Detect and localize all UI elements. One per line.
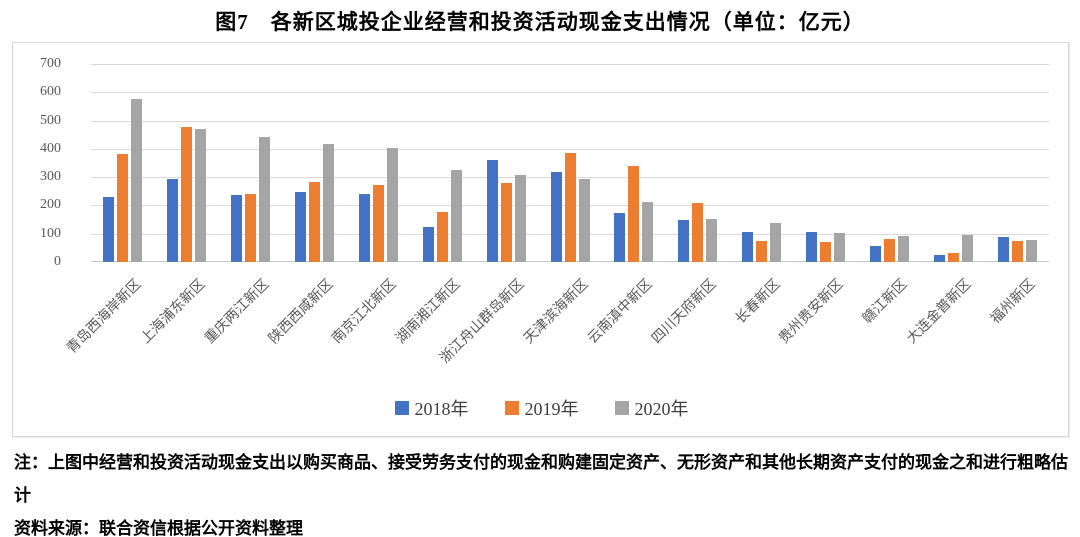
- legend-item-2020年: 2020年: [614, 395, 689, 421]
- bar-2019年-赣江新区: [883, 239, 895, 262]
- x-tick-label-大连金普新区: 大连金普新区: [904, 276, 975, 347]
- bar-2018年-重庆两江新区: [231, 195, 243, 262]
- legend-label: 2020年: [634, 399, 689, 419]
- bar-2020年-青岛西海岸新区: [131, 99, 143, 262]
- bar-2018年-福州新区: [997, 236, 1009, 262]
- legend-label: 2019年: [524, 399, 579, 419]
- bar-2019年-陕西西咸新区: [309, 181, 321, 262]
- bar-2018年-云南滇中新区: [614, 212, 626, 262]
- bar-2018年-青岛西海岸新区: [103, 196, 115, 262]
- x-tick-label-福州新区: 福州新区: [988, 276, 1039, 328]
- x-tick-label-长春新区: 长春新区: [732, 276, 784, 328]
- y-tick-label-200: 200: [40, 197, 61, 213]
- bar-2018年-陕西西咸新区: [295, 191, 307, 262]
- plot-area: 700 600 500 400 300 200 100 0: [40, 56, 1049, 269]
- legend-item-2018年: 2018年: [394, 395, 469, 421]
- gridline-500: [91, 120, 1049, 122]
- bar-2020年-上海浦东新区: [195, 129, 207, 262]
- bar-2018年-上海浦东新区: [167, 179, 179, 262]
- bar-2019年-大连金普新区: [947, 252, 959, 262]
- bar-2020年-天津滨海新区: [578, 179, 590, 262]
- bar-2020年-四川天府新区: [706, 219, 718, 262]
- y-tick-label-600: 600: [40, 84, 61, 100]
- bar-2020年-湖南湘江新区: [450, 170, 462, 262]
- bar-2020年-贵州贵安新区: [833, 232, 845, 262]
- bar-2019年-重庆两江新区: [245, 194, 257, 262]
- bar-2020年-浙江舟山群岛新区: [514, 174, 526, 262]
- bar-2019年-长春新区: [756, 241, 768, 262]
- legend: 2018年 2019年 2020年: [13, 395, 1070, 421]
- bar-2018年-浙江舟山群岛新区: [486, 159, 498, 262]
- y-tick-label-300: 300: [40, 169, 61, 185]
- x-tick-label-四川天府新区: 四川天府新区: [649, 276, 720, 347]
- bar-2020年-陕西西咸新区: [323, 143, 335, 262]
- x-tick-label-上海浦东新区: 上海浦东新区: [138, 276, 209, 347]
- legend-swatch-icon: [394, 401, 409, 415]
- bar-2019年-天津滨海新区: [564, 152, 576, 262]
- chart-frame: 700 600 500 400 300 200 100 0 青岛西海岸新区 上海浦东新区 重庆两江…: [12, 42, 1069, 437]
- x-tick-label-贵州贵安新区: 贵州贵安新区: [776, 276, 847, 347]
- footnotes: 注：上图中经营和投资活动现金支出以购买商品、接受劳务支付的现金和购建固定资产、无…: [14, 446, 1068, 537]
- bar-2019年-贵州贵安新区: [819, 241, 831, 262]
- gridline-700: [91, 64, 1049, 65]
- x-tick-label-赣江新区: 赣江新区: [860, 276, 911, 328]
- bar-2019年-云南滇中新区: [628, 165, 640, 262]
- bar-2020年-长春新区: [770, 222, 782, 262]
- chart-title: 图7 各新区城投企业经营和投资活动现金支出情况（单位：亿元）: [215, 10, 865, 34]
- x-axis-labels: 青岛西海岸新区 上海浦东新区 重庆两江新区 陕西西咸新区 南京江北新区 湖南湘江新区 浙江舟…: [64, 262, 1049, 397]
- bar-2018年-湖南湘江新区: [422, 226, 434, 262]
- bar-2020年-福州新区: [1025, 239, 1037, 262]
- x-tick-label-青岛西海岸新区: 青岛西海岸新区: [64, 276, 145, 357]
- bar-2018年-南京江北新区: [358, 193, 370, 262]
- bar-2018年-天津滨海新区: [550, 171, 562, 262]
- note-text: 注：上图中经营和投资活动现金支出以购买商品、接受劳务支付的现金和购建固定资产、无…: [14, 453, 1068, 505]
- bar-2019年-福州新区: [1011, 241, 1023, 262]
- x-tick-label-云南滇中新区: 云南滇中新区: [585, 276, 656, 347]
- x-tick-label-重庆两江新区: 重庆两江新区: [202, 276, 273, 347]
- y-tick-label-500: 500: [40, 112, 61, 128]
- bar-2019年-浙江舟山群岛新区: [500, 182, 512, 262]
- bar-2020年-南京江北新区: [386, 148, 398, 262]
- legend-swatch-icon: [504, 401, 519, 415]
- y-tick-label-0: 0: [54, 254, 61, 269]
- y-tick-label-400: 400: [40, 140, 61, 156]
- gridline-600: [91, 92, 1049, 94]
- x-tick-label-南京江北新区: 南京江北新区: [329, 276, 400, 347]
- bar-2019年-四川天府新区: [692, 203, 704, 262]
- x-tick-label-天津滨海新区: 天津滨海新区: [521, 276, 592, 347]
- bar-2020年-云南滇中新区: [642, 202, 654, 262]
- legend-label: 2018年: [414, 399, 469, 419]
- bar-2019年-南京江北新区: [372, 184, 384, 262]
- bar-2020年-重庆两江新区: [259, 136, 271, 262]
- bar-2018年-贵州贵安新区: [805, 232, 817, 262]
- legend-item-2019年: 2019年: [504, 395, 579, 421]
- bar-2020年-赣江新区: [897, 235, 909, 262]
- gridline-400: [91, 148, 1049, 150]
- bar-2019年-青岛西海岸新区: [117, 153, 129, 262]
- y-tick-label-700: 700: [40, 56, 61, 71]
- bar-2018年-长春新区: [742, 232, 754, 262]
- bar-2018年-大连金普新区: [933, 254, 945, 262]
- bar-2020年-大连金普新区: [961, 235, 973, 262]
- bar-2019年-湖南湘江新区: [436, 211, 448, 262]
- y-tick-label-100: 100: [40, 225, 61, 241]
- bar-2019年-上海浦东新区: [181, 126, 193, 262]
- bar-2018年-四川天府新区: [678, 220, 690, 262]
- bar-2018年-赣江新区: [869, 246, 881, 262]
- legend-swatch-icon: [614, 401, 629, 415]
- x-tick-label-陕西西咸新区: 陕西西咸新区: [265, 276, 336, 347]
- source-text: 资料来源：联合资信根据公开资料整理: [14, 519, 303, 537]
